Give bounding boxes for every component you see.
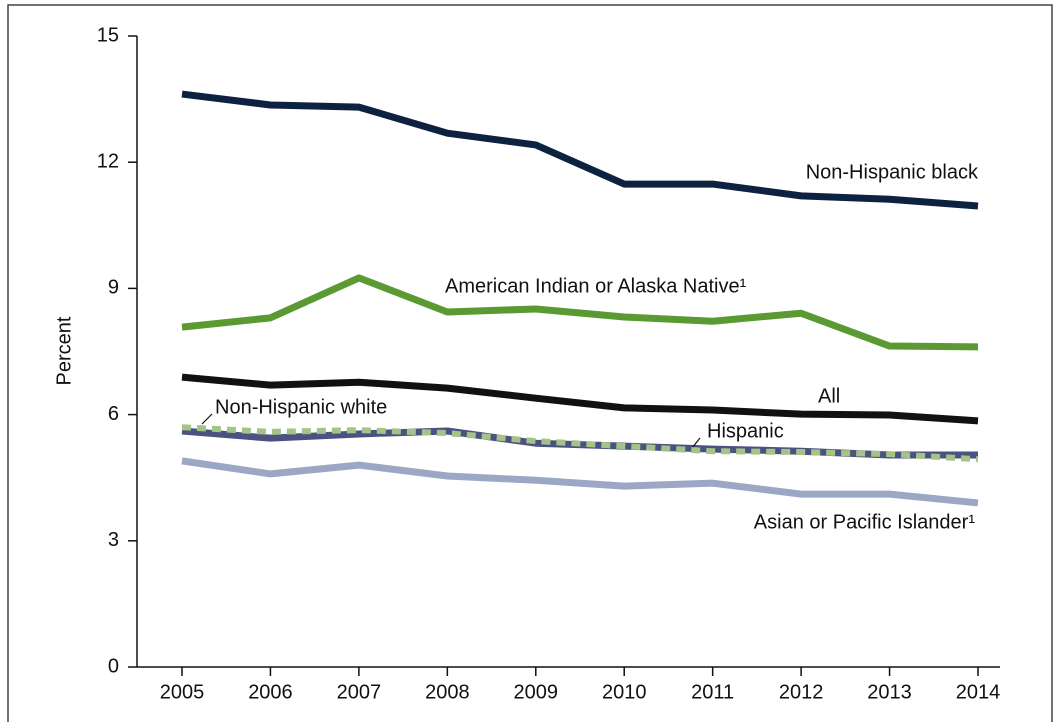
x-tick-label: 2008 [425,681,470,703]
series-label: Hispanic [707,420,784,442]
x-tick-label: 2006 [248,681,293,703]
x-tick-label: 2014 [956,681,1001,703]
y-tick-label: 12 [97,150,119,172]
label-leader [691,437,701,449]
y-tick-label: 3 [108,529,119,551]
series-label: Non-Hispanic black [806,161,979,183]
series-label: Asian or Pacific Islander¹ [754,511,976,533]
x-tick-label: 2005 [160,681,205,703]
y-tick-label: 9 [108,277,119,299]
series-label: Non-Hispanic white [215,396,387,418]
series-line [181,457,979,507]
y-tick-label: 6 [108,403,119,425]
series-label: American Indian or Alaska Native¹ [445,275,747,297]
series-line [181,90,979,210]
series-line [181,373,979,425]
x-tick-label: 2007 [337,681,382,703]
x-tick-label: 2009 [514,681,559,703]
x-tick-label: 2013 [867,681,912,703]
frame [7,4,1053,722]
label-leader [201,413,213,425]
y-tick-label: 0 [108,655,119,677]
series-line [181,424,979,463]
x-tick-label: 2012 [779,681,824,703]
y-tick-label: 15 [97,24,119,46]
x-tick-label: 2011 [691,681,734,703]
series-label: All [818,385,840,407]
x-tick-label: 2010 [602,681,647,703]
series-line [181,274,979,351]
y-axis-label: Percent [53,316,75,385]
